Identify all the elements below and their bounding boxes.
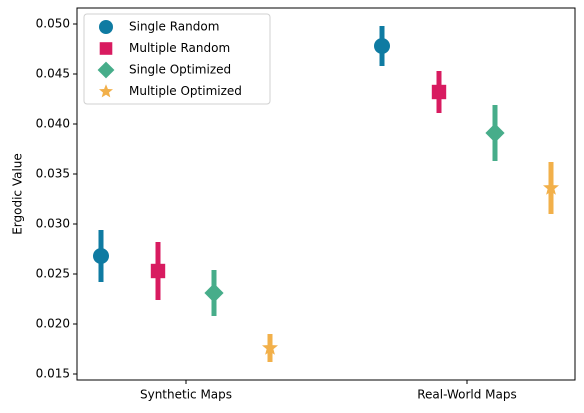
marker bbox=[485, 123, 505, 143]
legend-marker bbox=[97, 61, 115, 79]
marker bbox=[93, 248, 109, 264]
legend-box bbox=[83, 13, 271, 105]
x-tick-label: Synthetic Maps bbox=[140, 388, 232, 402]
x-tick-label: Real-World Maps bbox=[417, 388, 517, 402]
y-tick-label: 0.035 bbox=[36, 167, 70, 181]
legend-label: Single Optimized bbox=[129, 63, 231, 77]
y-tick-label: 0.030 bbox=[36, 217, 70, 231]
marker bbox=[150, 263, 166, 279]
marker bbox=[431, 84, 447, 100]
legend-label: Multiple Optimized bbox=[129, 84, 242, 98]
y-tick-label: 0.015 bbox=[36, 367, 70, 381]
y-tick-label: 0.040 bbox=[36, 117, 70, 131]
legend-marker bbox=[99, 42, 113, 55]
marker bbox=[374, 38, 390, 54]
y-axis-label: Ergodic Value bbox=[11, 153, 25, 235]
y-tick-label: 0.025 bbox=[36, 267, 70, 281]
legend-marker bbox=[99, 84, 113, 98]
y-tick-label: 0.020 bbox=[36, 317, 70, 331]
marker bbox=[204, 283, 224, 303]
y-tick-label: 0.045 bbox=[36, 67, 70, 81]
legend-marker bbox=[99, 20, 113, 34]
marker bbox=[262, 339, 278, 355]
legend-label: Single Random bbox=[129, 20, 219, 34]
plot-frame bbox=[76, 7, 576, 381]
marker bbox=[543, 179, 559, 195]
y-tick-label: 0.050 bbox=[36, 17, 70, 31]
legend-label: Multiple Random bbox=[129, 41, 230, 55]
